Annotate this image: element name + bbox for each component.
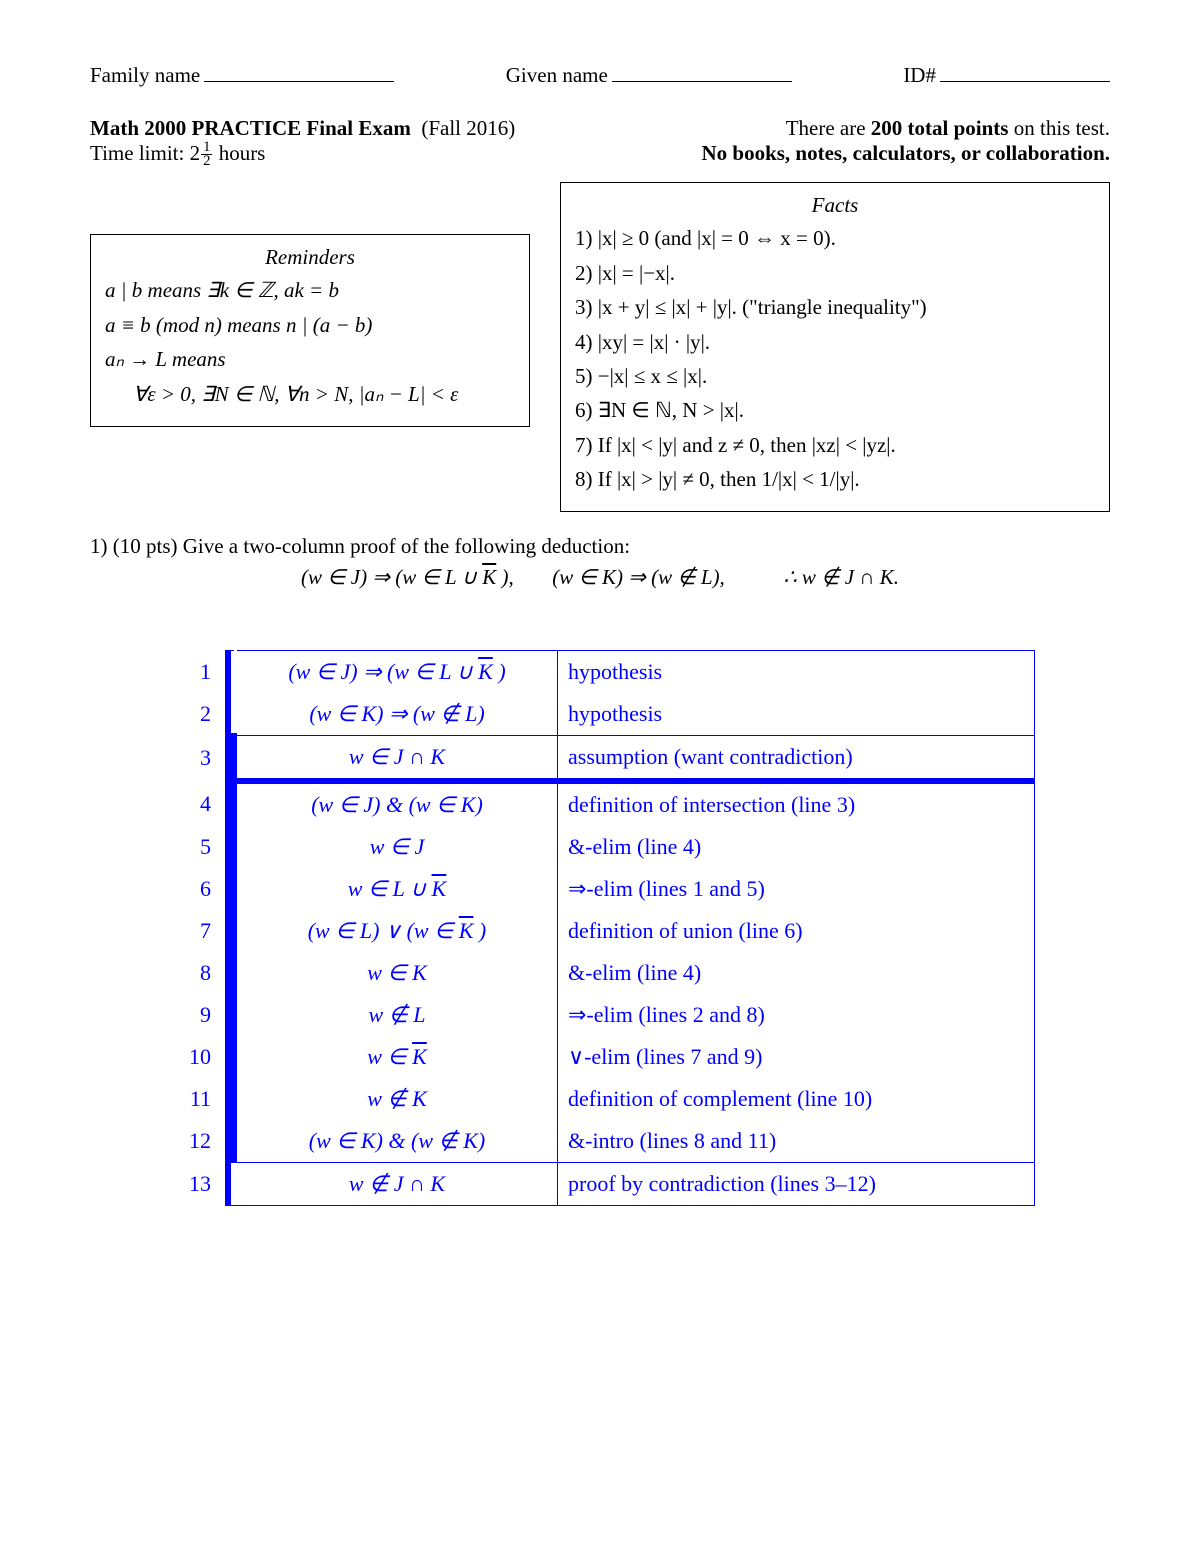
fact-5: 5) −|x| ≤ x ≤ |x|. (575, 362, 1095, 390)
reminder-3b: ∀ε > 0, ∃N ∈ ℕ, ∀n > N, |aₙ − L| < ε (105, 380, 515, 408)
fact-6: 6) ∃N ∈ ℕ, N > |x|. (575, 396, 1095, 424)
id-field: ID# (903, 60, 1110, 88)
reminder-3a: aₙ → L means (105, 345, 515, 373)
proof-row-10: 10 w ∈ K ∨-elim (lines 7 and 9) (165, 1036, 1035, 1078)
proof-stmt: w ∈ K (237, 952, 558, 994)
id-line[interactable] (940, 60, 1110, 82)
proof-stmt: w ∈ L ∪ K (237, 868, 558, 910)
fact-2: 2) |x| = |−x|. (575, 259, 1095, 287)
proof-num: 10 (165, 1036, 228, 1078)
reminder-2: a ≡ b (mod n) means n | (a − b) (105, 311, 515, 339)
proof-stmt: (w ∈ L) ∨ (w ∈ K ) (237, 910, 558, 952)
proof-table: 1 (w ∈ J) ⇒ (w ∈ L ∪ K ) hypothesis 2 (w… (165, 650, 1035, 1206)
proof-reason: hypothesis (558, 651, 1035, 694)
proof-row-2: 2 (w ∈ K) ⇒ (w ∉ L) hypothesis (165, 693, 1035, 736)
proof-reason: &-intro (lines 8 and 11) (558, 1120, 1035, 1163)
reminder-1: a | b means ∃k ∈ ℤ, ak = b (105, 276, 515, 304)
title-block: Math 2000 PRACTICE Final Exam (Fall 2016… (90, 116, 1110, 168)
fact-8: 8) If |x| > |y| ≠ 0, then 1/|x| < 1/|y|. (575, 465, 1095, 493)
given-name-label: Given name (506, 63, 608, 88)
rules-text: No books, notes, calculators, or collabo… (701, 141, 1110, 168)
boxes-row: Reminders a | b means ∃k ∈ ℤ, ak = b a ≡… (90, 182, 1110, 512)
family-name-label: Family name (90, 63, 200, 88)
proof-stmt: (w ∈ K) & (w ∉ K) (237, 1120, 558, 1163)
proof-num: 13 (165, 1163, 228, 1206)
header-row: Family name Given name ID# (90, 60, 1110, 88)
given-name-line[interactable] (612, 60, 792, 82)
proof-reason: hypothesis (558, 693, 1035, 736)
proof-num: 12 (165, 1120, 228, 1163)
facts-box: Facts 1) |x| ≥ 0 (and |x| = 0 ⇔ x = 0). … (560, 182, 1110, 512)
proof-stmt: w ∈ J (237, 826, 558, 868)
proof-row-11: 11 w ∉ K definition of complement (line … (165, 1078, 1035, 1120)
proof-reason: proof by contradiction (lines 3–12) (558, 1163, 1035, 1206)
proof-reason: definition of complement (line 10) (558, 1078, 1035, 1120)
proof-stmt: (w ∈ J) & (w ∈ K) (237, 781, 558, 826)
proof-row-6: 6 w ∈ L ∪ K ⇒-elim (lines 1 and 5) (165, 868, 1035, 910)
proof-row-1: 1 (w ∈ J) ⇒ (w ∈ L ∪ K ) hypothesis (165, 651, 1035, 694)
proof-row-8: 8 w ∈ K &-elim (line 4) (165, 952, 1035, 994)
fact-3: 3) |x + y| ≤ |x| + |y|. ("triangle inequ… (575, 293, 1095, 321)
proof-stmt: w ∈ K (237, 1036, 558, 1078)
proof-num: 8 (165, 952, 228, 994)
reminders-title: Reminders (105, 245, 515, 270)
proof-reason: &-elim (line 4) (558, 826, 1035, 868)
id-label: ID# (903, 63, 936, 88)
points-text: There are 200 total points on this test. (786, 116, 1110, 141)
proof-num: 1 (165, 651, 228, 694)
proof-row-12: 12 (w ∈ K) & (w ∉ K) &-intro (lines 8 an… (165, 1120, 1035, 1163)
proof-num: 9 (165, 994, 228, 1036)
proof-num: 7 (165, 910, 228, 952)
proof-stmt: w ∉ K (237, 1078, 558, 1120)
page: Family name Given name ID# Math 2000 PRA… (0, 0, 1200, 1553)
proof-stmt: w ∉ L (237, 994, 558, 1036)
family-name-field: Family name (90, 60, 394, 88)
proof-row-5: 5 w ∈ J &-elim (line 4) (165, 826, 1035, 868)
proof-row-7: 7 (w ∈ L) ∨ (w ∈ K ) definition of union… (165, 910, 1035, 952)
q1-prompt: 1) (10 pts) Give a two-column proof of t… (90, 534, 1110, 559)
proof-reason: assumption (want contradiction) (558, 736, 1035, 782)
proof-reason: ⇒-elim (lines 2 and 8) (558, 994, 1035, 1036)
proof-stmt: (w ∈ J) ⇒ (w ∈ L ∪ K ) (237, 651, 558, 694)
proof-reason: definition of intersection (line 3) (558, 781, 1035, 826)
proof-row-13: 13 w ∉ J ∩ K proof by contradiction (lin… (165, 1163, 1035, 1206)
q1-statement: (w ∈ J) ⇒ (w ∈ L ∪ K ), (w ∈ K) ⇒ (w ∉ L… (90, 565, 1110, 590)
proof-num: 4 (165, 781, 228, 826)
proof-row-3: 3 w ∈ J ∩ K assumption (want contradicti… (165, 736, 1035, 782)
family-name-line[interactable] (204, 60, 394, 82)
proof-reason: definition of union (line 6) (558, 910, 1035, 952)
proof-num: 5 (165, 826, 228, 868)
given-name-field: Given name (506, 60, 792, 88)
fact-7: 7) If |x| < |y| and z ≠ 0, then |xz| < |… (575, 431, 1095, 459)
proof-reason: ⇒-elim (lines 1 and 5) (558, 868, 1035, 910)
question-1: 1) (10 pts) Give a two-column proof of t… (90, 534, 1110, 590)
reminders-box: Reminders a | b means ∃k ∈ ℤ, ak = b a ≡… (90, 234, 530, 426)
proof-stmt: (w ∈ K) ⇒ (w ∉ L) (237, 693, 558, 736)
course-title: Math 2000 PRACTICE Final Exam (Fall 2016… (90, 116, 515, 141)
proof-row-9: 9 w ∉ L ⇒-elim (lines 2 and 8) (165, 994, 1035, 1036)
fact-4: 4) |xy| = |x| · |y|. (575, 328, 1095, 356)
proof-stmt: w ∉ J ∩ K (237, 1163, 558, 1206)
time-limit: Time limit: 212 hours (90, 141, 265, 168)
proof-num: 6 (165, 868, 228, 910)
facts-title: Facts (575, 193, 1095, 218)
fact-1: 1) |x| ≥ 0 (and |x| = 0 ⇔ x = 0). (575, 224, 1095, 252)
proof-reason: &-elim (line 4) (558, 952, 1035, 994)
proof-row-4: 4 (w ∈ J) & (w ∈ K) definition of inters… (165, 781, 1035, 826)
proof-num: 11 (165, 1078, 228, 1120)
proof-reason: ∨-elim (lines 7 and 9) (558, 1036, 1035, 1078)
proof-stmt: w ∈ J ∩ K (237, 736, 558, 782)
proof-num: 3 (165, 736, 228, 782)
proof-num: 2 (165, 693, 228, 736)
